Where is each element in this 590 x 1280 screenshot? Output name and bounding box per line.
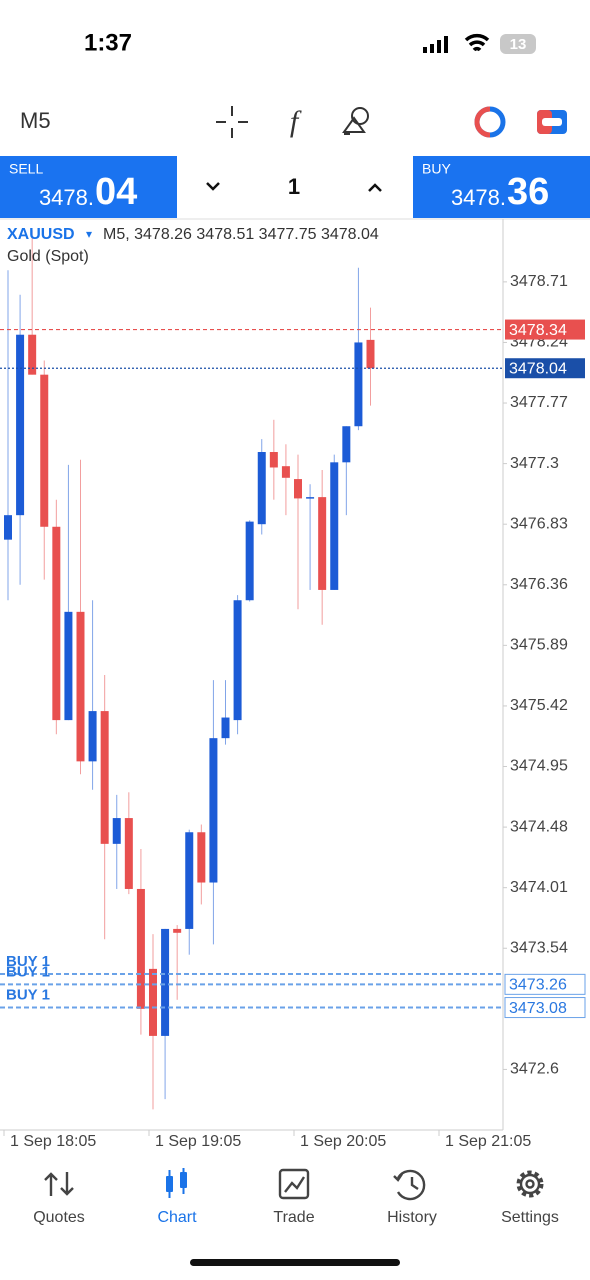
candle-body bbox=[76, 611, 85, 762]
candle-body bbox=[354, 342, 363, 427]
nav-item[interactable]: Settings bbox=[501, 1209, 559, 1226]
candle-body bbox=[306, 497, 315, 499]
position-tag bbox=[504, 997, 586, 1019]
battery-level: 13 bbox=[510, 36, 527, 53]
price-tag bbox=[505, 319, 585, 340]
oneclick-button[interactable] bbox=[537, 110, 567, 134]
chart-icon bbox=[166, 1168, 187, 1198]
x-tick-label: 1 Sep 20:05 bbox=[300, 1133, 386, 1150]
nav-item[interactable]: History bbox=[387, 1209, 437, 1226]
y-tick-label: 3473.54 bbox=[510, 939, 568, 956]
home-indicator bbox=[190, 1259, 400, 1266]
y-tick-label: 3474.48 bbox=[510, 818, 568, 835]
sell-button[interactable] bbox=[0, 156, 177, 218]
y-tick-label: 3477.77 bbox=[510, 394, 568, 411]
price-tag bbox=[505, 358, 585, 379]
candle-body bbox=[269, 452, 278, 468]
sell-label: SELL bbox=[9, 161, 43, 177]
crosshair-button[interactable] bbox=[216, 106, 248, 138]
candle-body bbox=[124, 818, 133, 889]
volume-down[interactable] bbox=[206, 182, 220, 191]
objects-button[interactable] bbox=[342, 107, 369, 135]
candle-body bbox=[16, 334, 25, 516]
sell-price: 3478. bbox=[39, 185, 94, 210]
position-tag bbox=[504, 973, 586, 995]
candle-body bbox=[28, 334, 37, 375]
chart-title: XAUUSD bbox=[7, 226, 75, 243]
candle-body bbox=[4, 515, 12, 540]
nav-item[interactable]: Quotes bbox=[33, 1209, 85, 1226]
x-tick-label: 1 Sep 18:05 bbox=[10, 1133, 96, 1150]
volume[interactable]: 1 bbox=[288, 174, 300, 199]
buy-price-big: 36 bbox=[507, 171, 549, 213]
quotes-icon bbox=[44, 1172, 74, 1196]
candle-body bbox=[281, 466, 290, 478]
candle-body bbox=[233, 600, 242, 721]
candle-body bbox=[330, 462, 339, 590]
chart: 3478.713478.243477.773477.33476.833476.3… bbox=[0, 230, 586, 1150]
x-tick-label: 1 Sep 19:05 bbox=[155, 1133, 241, 1150]
chart-description: Gold (Spot) bbox=[7, 248, 89, 265]
trade-signal-button[interactable] bbox=[474, 106, 506, 138]
candle-body bbox=[149, 968, 157, 1036]
y-tick-label: 3477.3 bbox=[510, 455, 559, 472]
bottom-nav: Quotes Chart Trade History Settings bbox=[33, 1168, 559, 1226]
status-time: 1:37 bbox=[84, 29, 132, 56]
candle-body bbox=[100, 711, 109, 844]
y-tick-label: 3476.83 bbox=[510, 515, 568, 532]
sell-price-big: 04 bbox=[95, 171, 137, 213]
candle-body bbox=[294, 479, 302, 499]
nav-item[interactable]: Trade bbox=[273, 1209, 314, 1226]
price-tag-label: 3478.04 bbox=[509, 360, 567, 377]
trade-icon bbox=[278, 1168, 310, 1200]
candle-body bbox=[40, 374, 49, 527]
candle-body bbox=[112, 818, 121, 844]
symbol-dropdown[interactable]: ▾ bbox=[86, 227, 92, 241]
candle-body bbox=[173, 928, 182, 933]
candle-body bbox=[342, 426, 351, 463]
candle-body bbox=[318, 497, 327, 590]
price-tag-label: 3478.34 bbox=[509, 322, 567, 339]
y-tick-label: 3474.01 bbox=[510, 879, 568, 896]
candle-body bbox=[197, 832, 206, 883]
timeframe[interactable]: M5 bbox=[20, 108, 51, 133]
position-label: BUY 1 bbox=[6, 953, 50, 970]
battery-icon bbox=[500, 34, 536, 54]
volume-up[interactable] bbox=[368, 183, 382, 192]
y-tick-label: 3476.36 bbox=[510, 576, 568, 593]
buy-button[interactable] bbox=[413, 156, 590, 218]
candle-body bbox=[221, 717, 230, 739]
y-tick-label: 3474.95 bbox=[510, 758, 568, 775]
y-tick-label: 3475.42 bbox=[510, 697, 568, 714]
candle-body bbox=[209, 738, 218, 883]
signal-icon bbox=[423, 36, 448, 53]
position-label: BUY 1 bbox=[6, 987, 50, 1004]
position-tag-label: 3473.26 bbox=[509, 977, 567, 994]
candle-body bbox=[88, 711, 97, 762]
candle-body bbox=[245, 521, 254, 601]
indicators-button[interactable]: f bbox=[290, 105, 302, 138]
chart-subtitle: M5, 3478.26 3478.51 3477.75 3478.04 bbox=[103, 226, 379, 243]
y-tick-label: 3472.6 bbox=[510, 1061, 559, 1078]
wifi-icon bbox=[464, 33, 490, 52]
position-label: BUY 1 bbox=[6, 963, 50, 980]
buy-label: BUY bbox=[422, 161, 451, 177]
candle-body bbox=[366, 339, 375, 369]
candle-body bbox=[257, 452, 266, 525]
history-icon bbox=[393, 1169, 426, 1201]
candle-body bbox=[52, 526, 61, 721]
buy-price: 3478. bbox=[451, 185, 506, 210]
nav-item[interactable]: Chart bbox=[157, 1209, 197, 1226]
candle-body bbox=[185, 832, 194, 929]
candle-body bbox=[136, 888, 145, 1009]
settings-icon bbox=[516, 1170, 544, 1198]
y-tick-label: 3475.89 bbox=[510, 637, 568, 654]
candle-body bbox=[161, 928, 170, 1036]
x-tick-label: 1 Sep 21:05 bbox=[445, 1133, 531, 1150]
y-tick-label: 3478.71 bbox=[510, 273, 568, 290]
position-tag-label: 3473.08 bbox=[509, 1000, 567, 1017]
candle-body bbox=[64, 611, 73, 721]
